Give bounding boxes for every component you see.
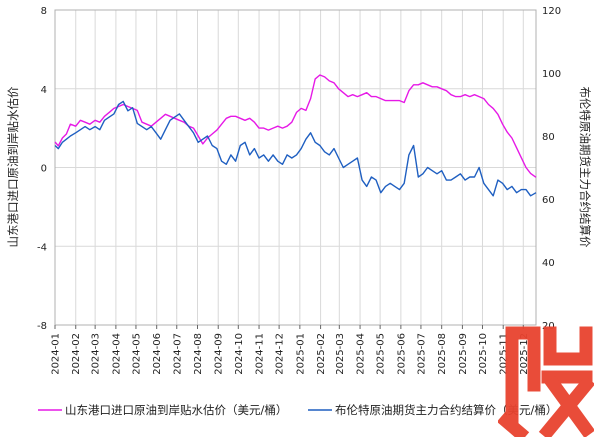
- x-tick-label: 2025-11: [499, 333, 510, 375]
- right-y-tick-label: 120: [542, 6, 561, 17]
- left-y-tick-label: -8: [37, 321, 47, 332]
- right-y-tick-label: 60: [542, 195, 555, 206]
- x-tick-label: 2024-03: [91, 333, 102, 375]
- series-lines: [54, 74, 537, 197]
- left-y-axis: 8 4 0 -4 -8: [37, 6, 47, 332]
- legend-label-brent: 布伦特原油期货主力合约结算价（美元/桶）: [335, 403, 557, 417]
- series-line-brent: [54, 100, 537, 197]
- x-tick-label: 2024-02: [71, 333, 82, 375]
- x-tick-label: 2024-12: [275, 333, 286, 375]
- x-tick-label: 2025-04: [356, 333, 367, 375]
- left-y-axis-title: 山东港口进口原油到岸贴水估价: [6, 86, 20, 247]
- x-tick-label: 2025-01: [295, 333, 306, 375]
- right-y-tick-label: 80: [542, 132, 555, 143]
- legend: 山东港口进口原油到岸贴水估价（美元/桶） 布伦特原油期货主力合约结算价（美元/桶…: [38, 403, 557, 417]
- right-y-tick-label: 100: [542, 69, 561, 80]
- x-tick-label: 2024-11: [255, 333, 266, 375]
- x-tick-label: 2024-10: [234, 333, 245, 375]
- x-tick-label: 2024-05: [131, 333, 142, 375]
- right-y-axis-title: 布伦特原油期货主力合约结算价: [578, 87, 592, 248]
- left-y-tick-label: 0: [41, 164, 47, 175]
- left-y-tick-label: -4: [37, 242, 47, 253]
- left-y-tick-label: 4: [41, 85, 47, 96]
- x-tick-label: 2024-09: [214, 333, 225, 375]
- x-tick-label: 2025-07: [416, 333, 427, 375]
- gridlines: [54, 9, 536, 326]
- x-tick-label: 2024-07: [172, 333, 183, 375]
- left-y-tick-label: 8: [41, 6, 47, 17]
- x-tick-label: 2025-09: [458, 333, 469, 375]
- x-tick-label: 2025-06: [396, 333, 407, 375]
- x-tick-label: 2024-06: [152, 333, 163, 375]
- legend-label-shandong: 山东港口进口原油到岸贴水估价（美元/桶）: [65, 403, 287, 417]
- plot-area-border: [54, 9, 537, 326]
- x-tick-label: 2025-02: [316, 333, 327, 375]
- x-tick-label: 2024-04: [111, 333, 122, 375]
- x-tick-label: 2024-01: [51, 333, 62, 375]
- x-tick-label: 2025-10: [478, 333, 489, 375]
- x-tick-label: 2025-05: [376, 333, 387, 375]
- x-axis: 2024-01 2024-02 2024-03 2024-04 2024-05 2024-…: [51, 325, 530, 375]
- right-y-tick-label: 40: [542, 258, 555, 269]
- x-tick-label: 2024-08: [193, 333, 204, 375]
- x-tick-label: 2025-08: [437, 333, 448, 375]
- x-tick-label: 2025-12: [519, 333, 530, 375]
- series-line-shandong: [54, 74, 537, 178]
- watermark-logo: [498, 326, 594, 437]
- x-tick-label: 2025-03: [335, 333, 346, 375]
- watermark-glyph: [498, 326, 594, 437]
